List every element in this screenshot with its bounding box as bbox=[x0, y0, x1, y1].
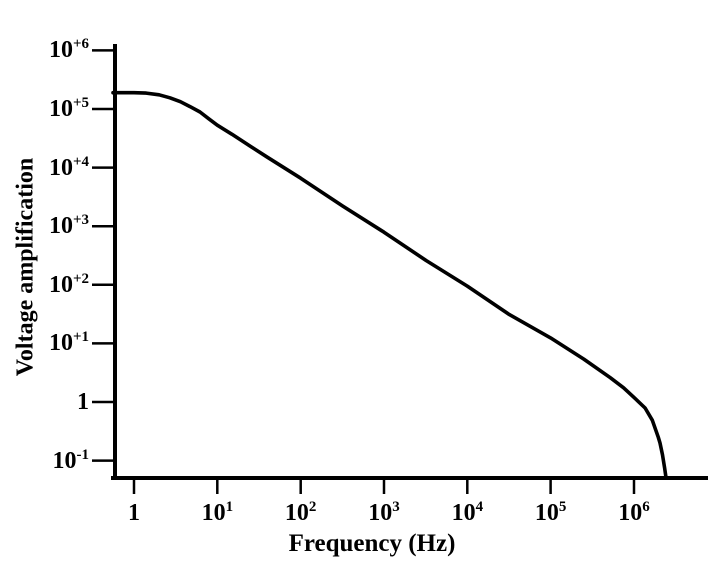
tick-exponent: +4 bbox=[72, 153, 89, 170]
gain-curve bbox=[111, 90, 668, 480]
x-tick-label: 103 bbox=[339, 498, 429, 528]
tick-exponent: -1 bbox=[76, 446, 90, 463]
x-tick-label: 104 bbox=[422, 498, 512, 528]
x-tick-label: 101 bbox=[172, 498, 262, 528]
tick-base: 10 bbox=[618, 500, 643, 526]
tick-base: 10 bbox=[48, 154, 73, 181]
y-tick-label: 1 bbox=[6, 386, 89, 418]
y-tick-label: 10+2 bbox=[6, 269, 89, 301]
y-tick-label: 10+6 bbox=[6, 34, 89, 66]
tick-exponent: +5 bbox=[72, 95, 89, 111]
tick-base: 10 bbox=[48, 96, 73, 122]
y-tick-label: 10+3 bbox=[6, 210, 89, 242]
x-tick-label: 106 bbox=[589, 498, 679, 528]
y-tick-label: 10+5 bbox=[6, 93, 89, 125]
tick-exponent: +6 bbox=[72, 36, 89, 53]
tick-base: 10 bbox=[368, 500, 393, 526]
y-tick-label: 10+4 bbox=[6, 152, 89, 184]
tick-base: 10 bbox=[534, 500, 559, 526]
tick-base: 1 bbox=[128, 500, 140, 526]
tick-exponent: 3 bbox=[392, 499, 400, 515]
x-tick-label: 102 bbox=[256, 498, 346, 528]
y-axis-title: Voltage amplification bbox=[12, 157, 39, 377]
tick-base: 1 bbox=[77, 389, 89, 415]
tick-exponent: +2 bbox=[72, 270, 89, 287]
x-axis-title: Frequency (Hz) bbox=[288, 530, 456, 557]
tick-base: 10 bbox=[48, 271, 73, 298]
tick-base: 10 bbox=[201, 500, 226, 526]
tick-base: 10 bbox=[284, 500, 309, 526]
tick-exponent: 1 bbox=[225, 499, 234, 515]
tick-exponent: 5 bbox=[558, 499, 567, 515]
x-tick-label: 105 bbox=[506, 498, 596, 528]
y-tick-label: 10-1 bbox=[6, 445, 90, 477]
tick-exponent: +1 bbox=[72, 329, 89, 346]
tick-base: 10 bbox=[48, 330, 73, 357]
tick-base: 10 bbox=[48, 37, 73, 64]
tick-base: 10 bbox=[52, 447, 77, 474]
tick-base: 10 bbox=[48, 213, 73, 240]
x-tick-label: 1 bbox=[89, 498, 179, 528]
tick-exponent: 2 bbox=[308, 499, 317, 515]
y-tick-label: 10+1 bbox=[6, 327, 89, 359]
tick-exponent: 4 bbox=[475, 499, 484, 515]
tick-base: 10 bbox=[451, 500, 476, 526]
tick-exponent: 6 bbox=[642, 499, 650, 515]
tick-exponent: +3 bbox=[72, 212, 89, 229]
